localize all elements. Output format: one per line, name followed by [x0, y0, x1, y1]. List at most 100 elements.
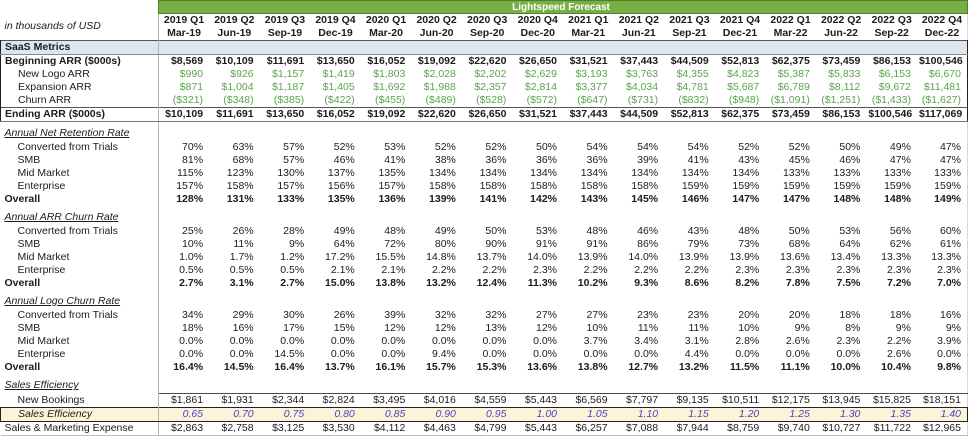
cell[interactable]: 18%	[158, 322, 210, 335]
cell[interactable]: 0.0%	[431, 335, 456, 347]
row-label-converted-from-trials[interactable]: Converted from Trials	[17, 309, 118, 321]
row-label-overall[interactable]: Overall	[4, 361, 41, 373]
cell[interactable]: $9,740	[765, 421, 816, 436]
cell[interactable]: 47%	[939, 141, 961, 153]
cell[interactable]: ($1,627)	[916, 94, 968, 108]
cell[interactable]: $4,016	[411, 393, 462, 408]
cell[interactable]: 15%	[333, 322, 355, 334]
cell[interactable]: 39%	[637, 154, 659, 166]
cell[interactable]: $6,789	[777, 81, 810, 93]
cell[interactable]: $37,443	[563, 107, 614, 122]
cell[interactable]: $19,092	[417, 55, 456, 67]
cell[interactable]: 81%	[158, 154, 210, 167]
cell[interactable]: 38%	[434, 154, 456, 166]
cell[interactable]: 0.0%	[735, 348, 760, 360]
cell[interactable]: $10,109	[215, 55, 254, 67]
cell[interactable]: 45%	[788, 154, 810, 166]
cell[interactable]: $2,824	[310, 393, 361, 408]
cell[interactable]: 27%	[535, 309, 557, 321]
cell[interactable]: $8,759	[714, 421, 766, 436]
cell[interactable]: 54%	[586, 141, 608, 153]
row-label-mid-market[interactable]: Mid Market	[17, 167, 70, 179]
cell[interactable]: $4,559	[461, 393, 513, 408]
cell[interactable]: 52%	[333, 141, 355, 153]
cell[interactable]: $4,463	[411, 421, 462, 436]
cell[interactable]: $1,157	[272, 68, 305, 80]
cell[interactable]: 14.8%	[426, 251, 456, 263]
cell[interactable]: 10%	[738, 322, 760, 334]
cell[interactable]: 0.5%	[158, 264, 210, 277]
cell[interactable]: 15.0%	[324, 277, 355, 289]
row-label-enterprise[interactable]: Enterprise	[17, 180, 66, 192]
row-label-enterprise[interactable]: Enterprise	[17, 264, 66, 276]
cell[interactable]: 68%	[232, 154, 254, 166]
cell[interactable]: 13.6%	[527, 361, 557, 373]
cell[interactable]: 10%	[586, 322, 608, 334]
cell[interactable]: 79%	[687, 238, 709, 250]
cell[interactable]: $62,375	[771, 55, 810, 67]
row-label-expansion-arr[interactable]: Expansion ARR	[0, 81, 159, 94]
cell[interactable]: 50%	[535, 141, 557, 153]
cell[interactable]: 16%	[939, 309, 961, 321]
cell[interactable]: 13%	[485, 322, 507, 334]
cell[interactable]: 13.8%	[577, 361, 608, 373]
cell[interactable]: $18,151	[916, 393, 968, 408]
cell[interactable]: 53%	[839, 225, 861, 237]
cell[interactable]: 46%	[637, 225, 659, 237]
cell[interactable]: $7,944	[664, 421, 715, 436]
cell[interactable]: 134%	[681, 167, 709, 179]
cell[interactable]: 0.90	[411, 407, 462, 422]
cell[interactable]: 2.2%	[583, 264, 608, 276]
col-header-quarter[interactable]: 2019 Q2	[214, 14, 255, 26]
cell[interactable]: 57%	[283, 141, 305, 153]
cell[interactable]: 2.8%	[735, 335, 760, 347]
cell[interactable]: 36%	[485, 154, 507, 166]
cell[interactable]: 57%	[283, 154, 305, 166]
cell[interactable]: 23%	[637, 309, 659, 321]
cell[interactable]: $86,153	[815, 107, 867, 122]
cell[interactable]: 80%	[434, 238, 456, 250]
cell[interactable]: $3,193	[575, 68, 608, 80]
cell[interactable]: 1.7%	[229, 251, 254, 263]
cell[interactable]: 158%	[631, 180, 659, 192]
cell[interactable]: 133%	[934, 167, 961, 179]
cell[interactable]: 133%	[833, 167, 861, 179]
cell[interactable]: 1.20	[714, 407, 766, 422]
cell[interactable]: 3.7%	[583, 335, 608, 347]
cell[interactable]: 2.3%	[735, 264, 760, 276]
cell[interactable]: 0.0%	[280, 335, 305, 347]
col-header-month[interactable]: Mar-22	[773, 27, 808, 39]
col-header-month[interactable]: Mar-21	[571, 27, 606, 39]
col-header-quarter[interactable]: 2021 Q2	[618, 14, 659, 26]
col-header-quarter[interactable]: 2020 Q3	[467, 14, 508, 26]
col-header-quarter[interactable]: 2019 Q1	[158, 13, 210, 27]
cell[interactable]: $86,153	[872, 55, 911, 67]
cell[interactable]: 145%	[631, 193, 659, 205]
cell[interactable]: 18%	[889, 309, 911, 321]
cell[interactable]: $37,443	[620, 55, 659, 67]
cell[interactable]: 12%	[384, 322, 406, 334]
row-label-overall[interactable]: Overall	[4, 193, 41, 205]
cell[interactable]: 12%	[434, 322, 456, 334]
cell[interactable]: 10.4%	[881, 361, 911, 373]
col-header-month[interactable]: Sep-22	[874, 27, 909, 39]
cell[interactable]: $990	[158, 68, 210, 81]
cell[interactable]: $1,405	[322, 81, 355, 93]
col-header-month[interactable]: Dec-19	[318, 27, 353, 39]
cell[interactable]: 158%	[580, 180, 608, 192]
cell[interactable]: 2.3%	[836, 335, 861, 347]
cell[interactable]: 2.2%	[684, 264, 709, 276]
cell[interactable]: $4,781	[676, 81, 709, 93]
cell[interactable]: 0.0%	[836, 348, 861, 360]
col-header-quarter[interactable]: 2019 Q3	[264, 14, 306, 26]
cell[interactable]: 13.7%	[324, 361, 355, 373]
cell[interactable]: $10,727	[815, 421, 867, 436]
cell[interactable]: 159%	[934, 180, 961, 192]
cell[interactable]: $11,722	[866, 421, 917, 436]
cell[interactable]: 26%	[333, 309, 355, 321]
col-header-quarter[interactable]: 2019 Q4	[315, 14, 356, 26]
row-label-enterprise[interactable]: Enterprise	[17, 348, 66, 360]
cell[interactable]: $2,028	[423, 68, 456, 80]
cell[interactable]: 18%	[839, 309, 861, 321]
cell[interactable]: 14.5%	[223, 361, 254, 373]
